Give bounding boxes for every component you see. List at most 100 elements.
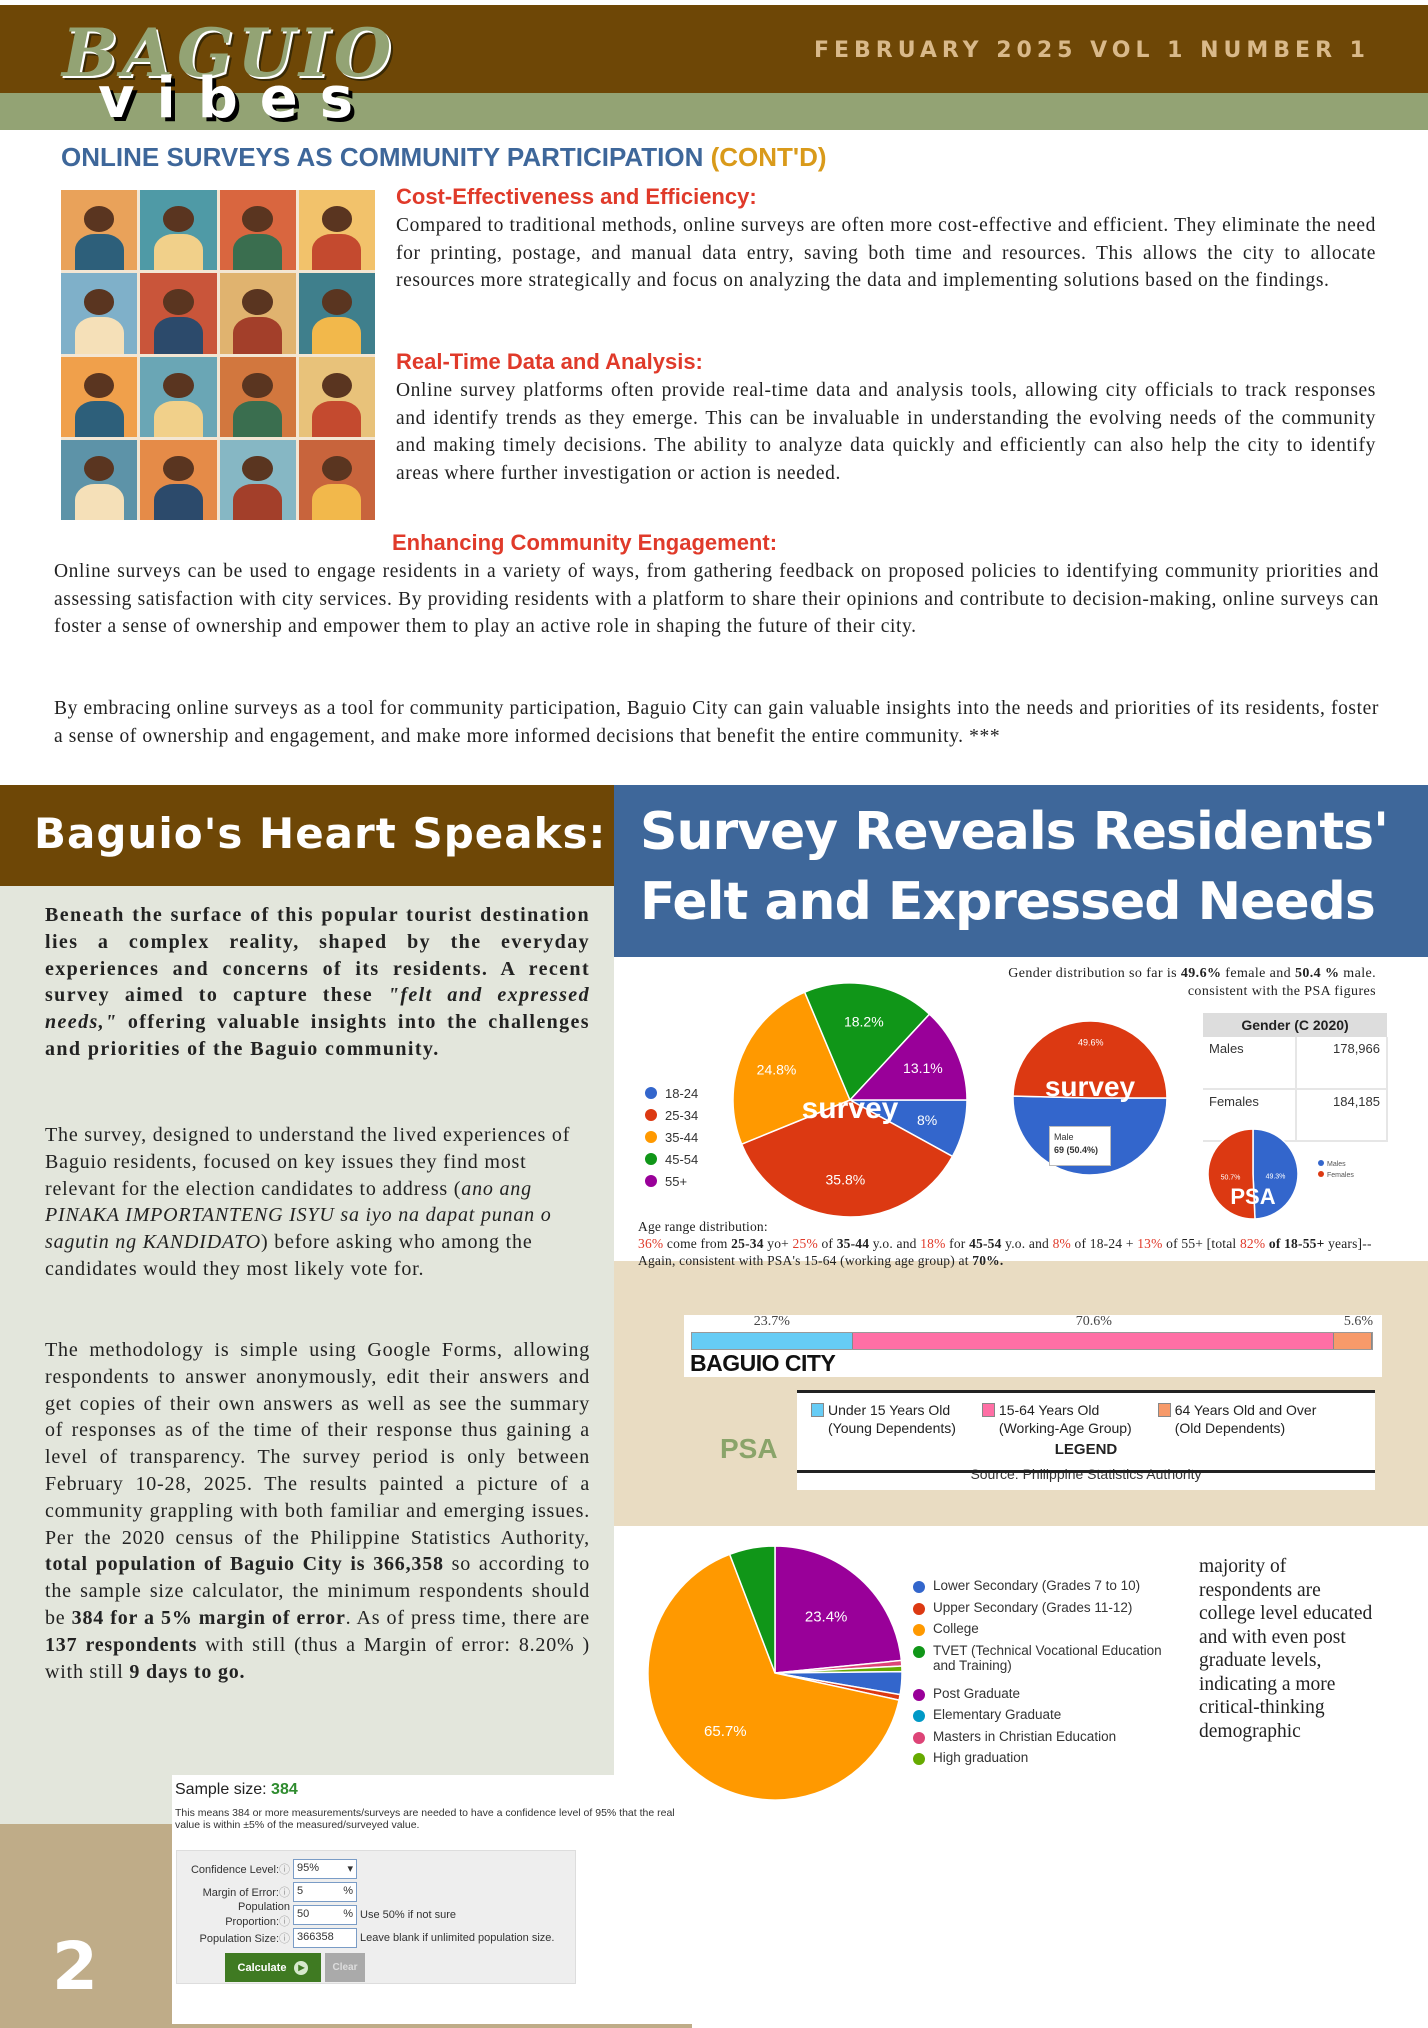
legend-divider (797, 1470, 1375, 1473)
clear-button[interactable]: Clear (325, 1953, 365, 1982)
legend-item: 15-64 Years Old (Working-Age Group) (981, 1401, 1132, 1437)
field-input[interactable]: 50% (293, 1904, 357, 1925)
slice-label: 35.8% (826, 1171, 866, 1187)
survey-heading: Survey Reveals Residents' Felt and Expres… (614, 785, 1428, 957)
gender-caption: Gender distribution so far is 49.6% fema… (956, 965, 1376, 1001)
field-value: 50 (297, 1907, 310, 1920)
text-run: 36% (638, 1236, 664, 1251)
text-run: The survey, designed to understand the l… (45, 1124, 571, 1200)
section-body: Compared to traditional methods, online … (396, 215, 1376, 291)
text-run: y.o. and (869, 1236, 921, 1251)
legend-label: Upper Secondary (Grades 11-12) (933, 1599, 1133, 1615)
education-legend: Lower Secondary (Grades 7 to 10) Upper Se… (913, 1578, 1162, 1772)
age-pie-chart: 8% 35.8% 24.8% 18.2% 13.1%survey (732, 982, 968, 1218)
age-caption: Age range distribution: 36% come from 25-… (638, 1218, 1378, 1269)
form-row: Confidence Level:ⓘ 95% ▾ (177, 1857, 575, 1880)
row-label: Males (1203, 1037, 1298, 1090)
slice-label: 49.6% (1078, 1037, 1104, 1047)
title-main: ONLINE SURVEYS AS COMMUNITY PARTICIPATIO… (61, 142, 711, 172)
field-note: Use 50% if not sure (360, 1908, 456, 1921)
form-row: Population Size:ⓘ 366358 Leave blank if un… (177, 1926, 575, 1949)
pie-slice-females (1207, 1128, 1256, 1220)
row-value: 178,966 (1296, 1037, 1388, 1090)
legend-label: 18-24 (665, 1085, 699, 1101)
text-run: of (817, 1236, 837, 1251)
table-header: Gender (C 2020) (1203, 1013, 1387, 1037)
legend-swatch (645, 1087, 657, 1099)
slice-label: 23.4% (805, 1609, 848, 1626)
age-group-stacked-bar (691, 1332, 1373, 1350)
legend-swatch (811, 1403, 824, 1417)
collage-tile (140, 190, 217, 271)
collage-tile (298, 356, 375, 437)
text-run: for (945, 1236, 970, 1251)
age-caption-title: Age range distribution: (638, 1219, 768, 1234)
collage-tile (298, 190, 375, 271)
collage-tile (219, 273, 296, 354)
legend-swatch (645, 1153, 657, 1165)
collage-tile (219, 439, 296, 520)
field-suffix: % (343, 1884, 353, 1897)
collage-tile (219, 190, 296, 271)
text-run: 25-34 (731, 1236, 764, 1251)
text-run: . As of press time, there are (345, 1606, 590, 1629)
row-value: 184,185 (1296, 1089, 1388, 1142)
text-run: 25% (792, 1236, 818, 1251)
field-label: Confidence Level:ⓘ (190, 1863, 290, 1876)
pie-slice-female (1012, 1020, 1168, 1099)
help-icon: ⓘ (279, 1915, 290, 1928)
text-run: 384 for a 5% margin of error (71, 1606, 346, 1629)
education-pie-chart: 23.4% 65.7% (647, 1545, 903, 1801)
field-label: Population Proportion:ⓘ (225, 1900, 290, 1928)
confidence-level-select[interactable]: 95% ▾ (293, 1858, 357, 1879)
survey-watermark: survey (802, 1092, 899, 1125)
survey-watermark: PSA (1230, 1184, 1275, 1209)
left-panel (0, 886, 614, 1824)
text-run: with still (thus a Margin of error: 8.20… (45, 1633, 590, 1683)
legend-item: High graduation (913, 1750, 1162, 1772)
paragraph: Beneath the surface of this popular tour… (45, 902, 590, 1063)
pie-slice-25-34 (740, 1099, 954, 1218)
legend-label: 64 Years Old and Over (Old Dependents) (1174, 1402, 1317, 1436)
text-run: 13% (1137, 1236, 1163, 1251)
masthead-band (0, 93, 1428, 130)
section-heading: Enhancing Community Engagement: (392, 530, 778, 555)
collage-tile (61, 439, 138, 520)
page-number: 2 (52, 1928, 98, 2005)
legend-label: 15-64 Years Old (Working-Age Group) (998, 1402, 1132, 1436)
slice-label: 24.8% (757, 1062, 797, 1078)
legend-swatch (913, 1710, 925, 1722)
article-title: ONLINE SURVEYS AS COMMUNITY PARTICIPATIO… (61, 142, 827, 173)
calculator-form: Confidence Level:ⓘ 95% ▾ Margin of Error:ⓘ 5… (176, 1850, 576, 1984)
collage-tile (61, 190, 138, 271)
legend-item: Masters in Christian Education (913, 1729, 1162, 1751)
field-input[interactable]: 366358 (293, 1927, 357, 1948)
legend-item: Lower Secondary (Grades 7 to 10) (913, 1578, 1162, 1600)
slice-label: 49.3% (1266, 1174, 1286, 1181)
legend-label: 55+ (665, 1173, 688, 1189)
field-note: Leave blank if unlimited population size… (360, 1931, 555, 1944)
slice-label: 13.1% (903, 1060, 943, 1076)
field-label: Margin of Error:ⓘ (202, 1886, 290, 1899)
legend-swatch (913, 1581, 925, 1593)
legend-item: 25-34 (645, 1104, 698, 1126)
bar-legend: Under 15 Years Old (Young Dependents) 15-6… (797, 1393, 1375, 1437)
calculate-button[interactable]: Calculate ▶ (225, 1953, 321, 1982)
section-heading: Real-Time Data and Analysis: (396, 349, 703, 374)
legend-label: 35-44 (665, 1129, 699, 1145)
play-icon: ▶ (294, 1960, 309, 1975)
legend-label: Elementary Graduate (933, 1707, 1062, 1722)
bar-labels: 23.7% 70.6% 5.6% (691, 1314, 1373, 1332)
bar-value-label: 23.7% (753, 1314, 790, 1329)
legend-label: Masters in Christian Education (933, 1728, 1117, 1744)
text-run: Gender distribution so far is (1008, 966, 1181, 981)
survey-heading-line: Felt and Expressed Needs (640, 872, 1376, 932)
field-input[interactable]: 5% (293, 1881, 357, 1902)
pie-slice-55- (848, 1013, 968, 1101)
help-icon: ⓘ (279, 1932, 290, 1945)
pie-slice-college (647, 1553, 900, 1801)
legend-item: College (913, 1621, 1162, 1643)
paragraph: The methodology is simple using Google F… (45, 1337, 590, 1685)
psa-label: PSA (720, 1433, 778, 1464)
text-run: 49.6% (1180, 966, 1222, 981)
